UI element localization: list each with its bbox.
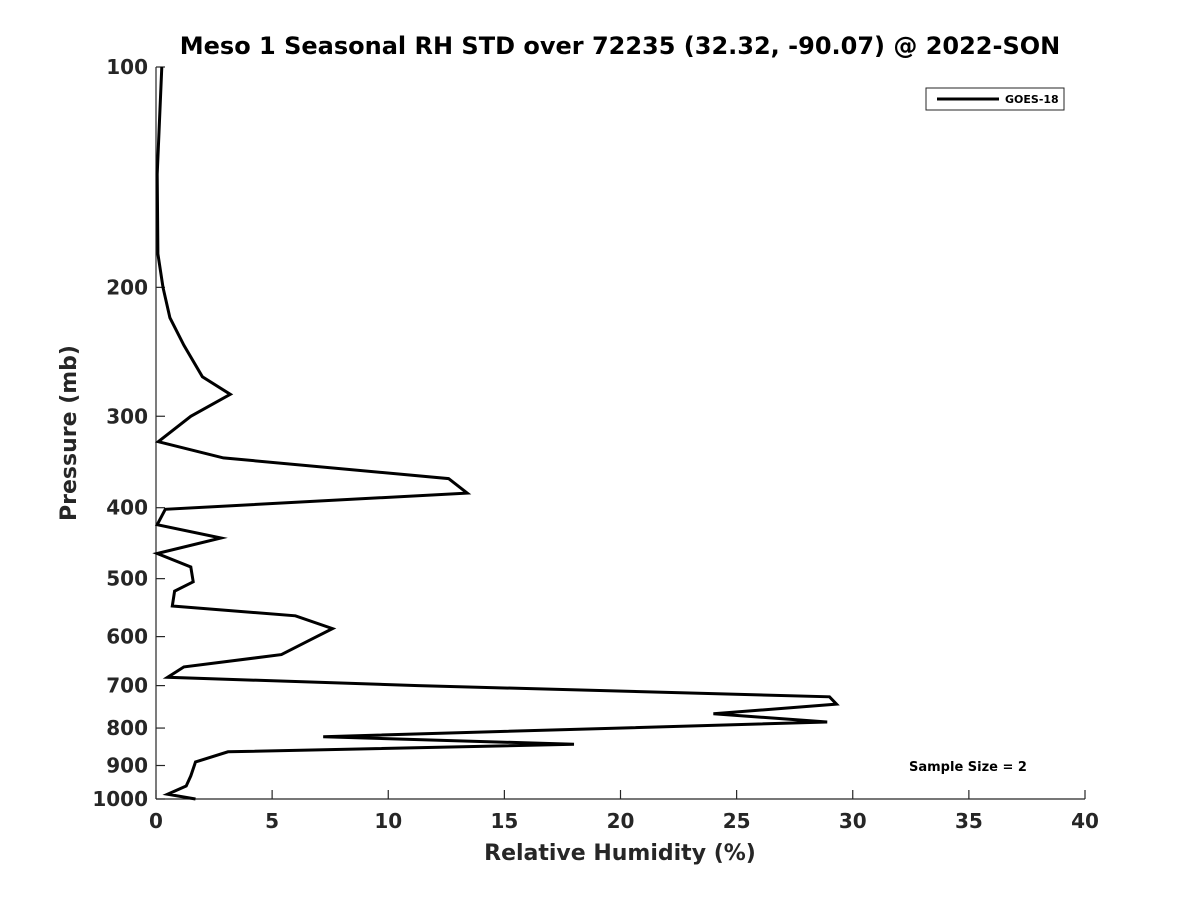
legend: GOES-18 bbox=[925, 87, 1065, 111]
y-ticks: 100 200 300 400 500 600 700 800 900 1000 bbox=[92, 55, 165, 811]
y-tick-label-100: 100 bbox=[106, 55, 148, 79]
y-tick-label-1000: 1000 bbox=[92, 787, 148, 811]
axes bbox=[155, 67, 1085, 800]
y-tick-label-500: 500 bbox=[106, 567, 148, 591]
x-tick-label-20: 20 bbox=[607, 809, 635, 833]
y-tick-label-600: 600 bbox=[106, 625, 148, 649]
series-layer bbox=[152, 66, 840, 801]
x-ticks: 0 5 10 15 20 25 30 35 40 bbox=[149, 790, 1099, 833]
x-tick-label-0: 0 bbox=[149, 809, 163, 833]
x-tick-label-40: 40 bbox=[1071, 809, 1099, 833]
y-tick-label-200: 200 bbox=[106, 275, 148, 299]
y-tick-label-900: 900 bbox=[106, 754, 148, 778]
chart-title: Meso 1 Seasonal RH STD over 72235 (32.32… bbox=[180, 32, 1061, 60]
y-tick-label-300: 300 bbox=[106, 404, 148, 428]
y-tick-label-700: 700 bbox=[106, 674, 148, 698]
x-tick-label-5: 5 bbox=[265, 809, 279, 833]
y-tick-label-400: 400 bbox=[106, 496, 148, 520]
x-tick-label-30: 30 bbox=[839, 809, 867, 833]
y-axis-label: Pressure (mb) bbox=[57, 345, 82, 521]
x-tick-label-25: 25 bbox=[723, 809, 751, 833]
x-axis-label: Relative Humidity (%) bbox=[484, 841, 756, 866]
sample-size-annotation: Sample Size = 2 bbox=[909, 760, 1027, 775]
x-tick-label-15: 15 bbox=[490, 809, 518, 833]
series-line-goes-18 bbox=[152, 66, 840, 801]
x-tick-label-10: 10 bbox=[374, 809, 402, 833]
x-tick-label-35: 35 bbox=[955, 809, 983, 833]
y-tick-label-800: 800 bbox=[106, 716, 148, 740]
legend-label-goes-18: GOES-18 bbox=[1005, 93, 1059, 106]
